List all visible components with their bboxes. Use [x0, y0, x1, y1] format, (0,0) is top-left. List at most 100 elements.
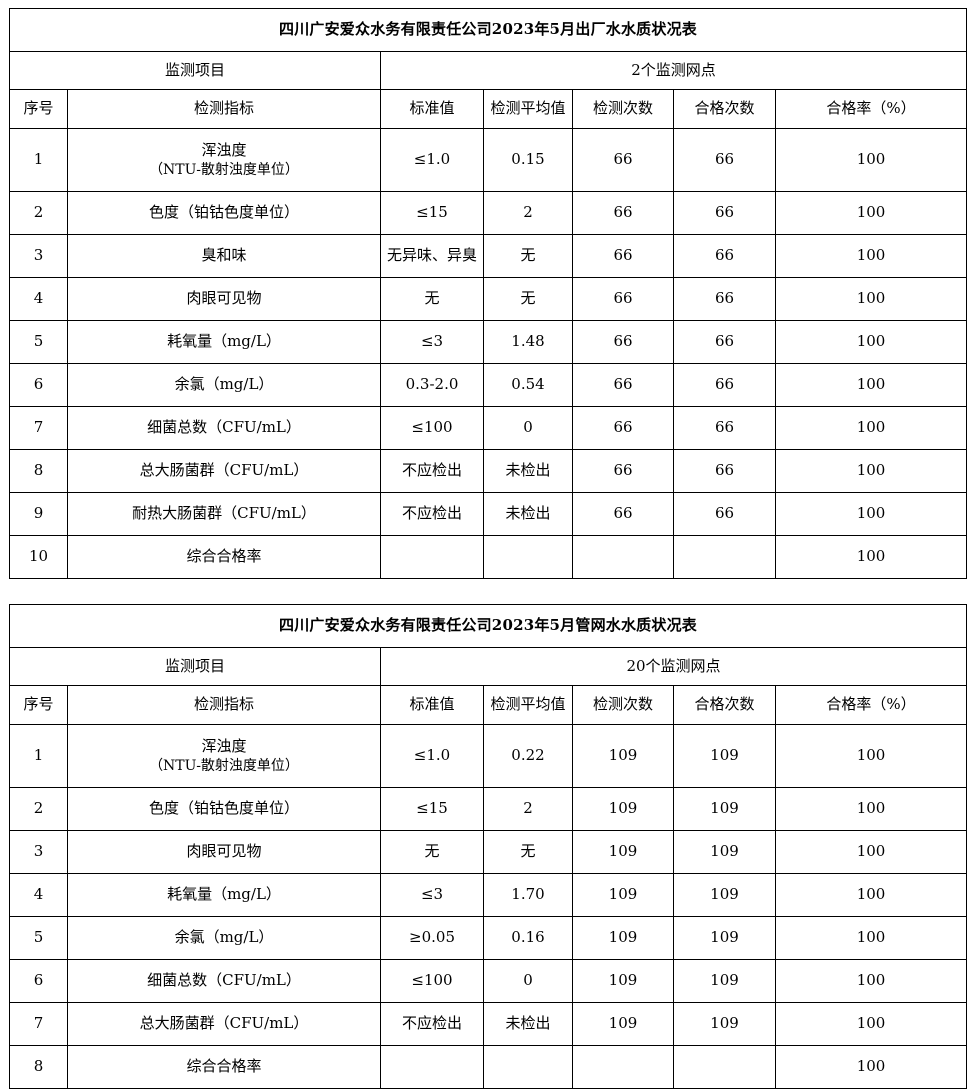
- table-row: 7 细菌总数（CFU/mL） ≤100 0 66 66 100: [9, 406, 968, 450]
- cell-indicator: 综合合格率: [67, 535, 381, 579]
- cell-seq: 5: [9, 320, 68, 364]
- cell-indicator: 臭和味: [67, 234, 381, 278]
- cell-count: 66: [572, 320, 674, 364]
- cell-indicator: 细菌总数（CFU/mL）: [67, 406, 381, 450]
- cell-average: [483, 535, 573, 579]
- cell-average: 未检出: [483, 449, 573, 493]
- cell-count: 66: [572, 277, 674, 321]
- column-header-indicator: 检测指标: [67, 685, 381, 725]
- cell-pass: 66: [673, 449, 776, 493]
- cell-average: 2: [483, 191, 573, 235]
- cell-count: 109: [572, 873, 674, 917]
- cell-seq: 2: [9, 191, 68, 235]
- cell-standard: ≤15: [380, 191, 484, 235]
- cell-count: 66: [572, 234, 674, 278]
- cell-pass: 66: [673, 492, 776, 536]
- cell-standard-text: 无异味、异臭: [386, 246, 477, 265]
- cell-pass: 109: [673, 916, 776, 960]
- cell-rate: 100: [774, 830, 968, 874]
- cell-average: 0.54: [483, 363, 573, 407]
- cell-indicator: 余氯（mg/L）: [67, 363, 381, 407]
- table-row: 10 综合合格率 100: [9, 535, 968, 579]
- cell-pass: 66: [673, 234, 776, 278]
- cell-seq: 10: [9, 535, 68, 579]
- cell-average: 无: [483, 830, 573, 874]
- cell-count: [572, 1045, 674, 1089]
- column-header-rate: 合格率（%）: [774, 685, 968, 725]
- cell-average: 未检出: [483, 1002, 573, 1046]
- cell-rate: 100: [774, 128, 968, 192]
- column-header-average: 检测平均值: [483, 89, 573, 129]
- cell-seq: 4: [9, 277, 68, 321]
- cell-standard: 无: [380, 830, 484, 874]
- top-spacer: [0, 0, 974, 8]
- cell-standard: 不应检出: [380, 449, 484, 493]
- table-row: 7 总大肠菌群（CFU/mL） 不应检出 未检出 109 109 100: [9, 1002, 968, 1046]
- table-row: 3 肉眼可见物 无 无 109 109 100: [9, 830, 968, 874]
- cell-rate: 100: [774, 1002, 968, 1046]
- table-row: 9 耐热大肠菌群（CFU/mL） 不应检出 未检出 66 66 100: [9, 492, 968, 536]
- cell-average: 0.22: [483, 724, 573, 788]
- cell-average: 1.70: [483, 873, 573, 917]
- table-separator: [0, 579, 974, 604]
- table-group-header-row: 监测项目 20个监测网点: [9, 647, 968, 686]
- cell-indicator: 综合合格率: [67, 1045, 381, 1089]
- pipe-network-water-table-body: 四川广安爱众水务有限责任公司2023年5月管网水水质状况表 监测项目 20个监测…: [8, 604, 968, 1089]
- cell-standard: ≤15: [380, 787, 484, 831]
- cell-count: 109: [572, 787, 674, 831]
- table-row: 4 耗氧量（mg/L） ≤3 1.70 109 109 100: [9, 873, 968, 917]
- cell-standard: 0.3-2.0: [380, 363, 484, 407]
- cell-standard: ≤3: [380, 320, 484, 364]
- cell-pass: 109: [673, 830, 776, 874]
- cell-indicator: 细菌总数（CFU/mL）: [67, 959, 381, 1003]
- cell-standard: 不应检出: [380, 1002, 484, 1046]
- cell-rate: 100: [774, 916, 968, 960]
- cell-count: 66: [572, 363, 674, 407]
- cell-pass: 66: [673, 363, 776, 407]
- cell-seq: 1: [9, 128, 68, 192]
- cell-count: 109: [572, 830, 674, 874]
- table-title-row: 四川广安爱众水务有限责任公司2023年5月出厂水水质状况表: [8, 8, 968, 52]
- cell-count: 109: [572, 1002, 674, 1046]
- cell-indicator: 浑浊度 （NTU-散射浊度单位）: [67, 128, 381, 192]
- cell-seq: 9: [9, 492, 68, 536]
- cell-rate: 100: [774, 787, 968, 831]
- cell-rate: 100: [774, 277, 968, 321]
- cell-rate: 100: [774, 1045, 968, 1089]
- cell-rate: 100: [774, 234, 968, 278]
- cell-standard: ≥0.05: [380, 916, 484, 960]
- table-row: 5 余氯（mg/L） ≥0.05 0.16 109 109 100: [9, 916, 968, 960]
- factory-water-table: 四川广安爱众水务有限责任公司2023年5月出厂水水质状况表 监测项目 2个监测网…: [8, 8, 968, 579]
- cell-average: 无: [483, 277, 573, 321]
- cell-pass: 66: [673, 128, 776, 192]
- column-header-average: 检测平均值: [483, 685, 573, 725]
- cell-rate: 100: [774, 959, 968, 1003]
- cell-count: 66: [572, 128, 674, 192]
- cell-indicator: 总大肠菌群（CFU/mL）: [67, 1002, 381, 1046]
- column-header-standard: 标准值: [380, 685, 484, 725]
- cell-pass: [673, 1045, 776, 1089]
- cell-rate: 100: [774, 873, 968, 917]
- cell-seq: 4: [9, 873, 68, 917]
- cell-seq: 8: [9, 1045, 68, 1089]
- cell-seq: 2: [9, 787, 68, 831]
- cell-standard: ≤1.0: [380, 128, 484, 192]
- table-title: 四川广安爱众水务有限责任公司2023年5月管网水水质状况表: [8, 604, 968, 648]
- cell-standard: 无异味、异臭: [380, 234, 484, 278]
- indicator-multiline: 浑浊度 （NTU-散射浊度单位）: [69, 140, 379, 179]
- cell-rate: 100: [774, 449, 968, 493]
- cell-count: 66: [572, 492, 674, 536]
- cell-rate: 100: [774, 724, 968, 788]
- cell-average: 0.16: [483, 916, 573, 960]
- cell-average: [483, 1045, 573, 1089]
- table-row: 8 总大肠菌群（CFU/mL） 不应检出 未检出 66 66 100: [9, 449, 968, 493]
- group-header-right: 20个监测网点: [379, 647, 968, 686]
- factory-water-table-body: 四川广安爱众水务有限责任公司2023年5月出厂水水质状况表 监测项目 2个监测网…: [8, 8, 968, 579]
- column-header-pass: 合格次数: [673, 89, 776, 129]
- cell-pass: 66: [673, 277, 776, 321]
- cell-standard: 不应检出: [380, 492, 484, 536]
- cell-indicator: 色度（铂钴色度单位）: [67, 191, 381, 235]
- cell-count: 66: [572, 449, 674, 493]
- group-header-left: 监测项目: [9, 647, 381, 686]
- cell-pass: 66: [673, 191, 776, 235]
